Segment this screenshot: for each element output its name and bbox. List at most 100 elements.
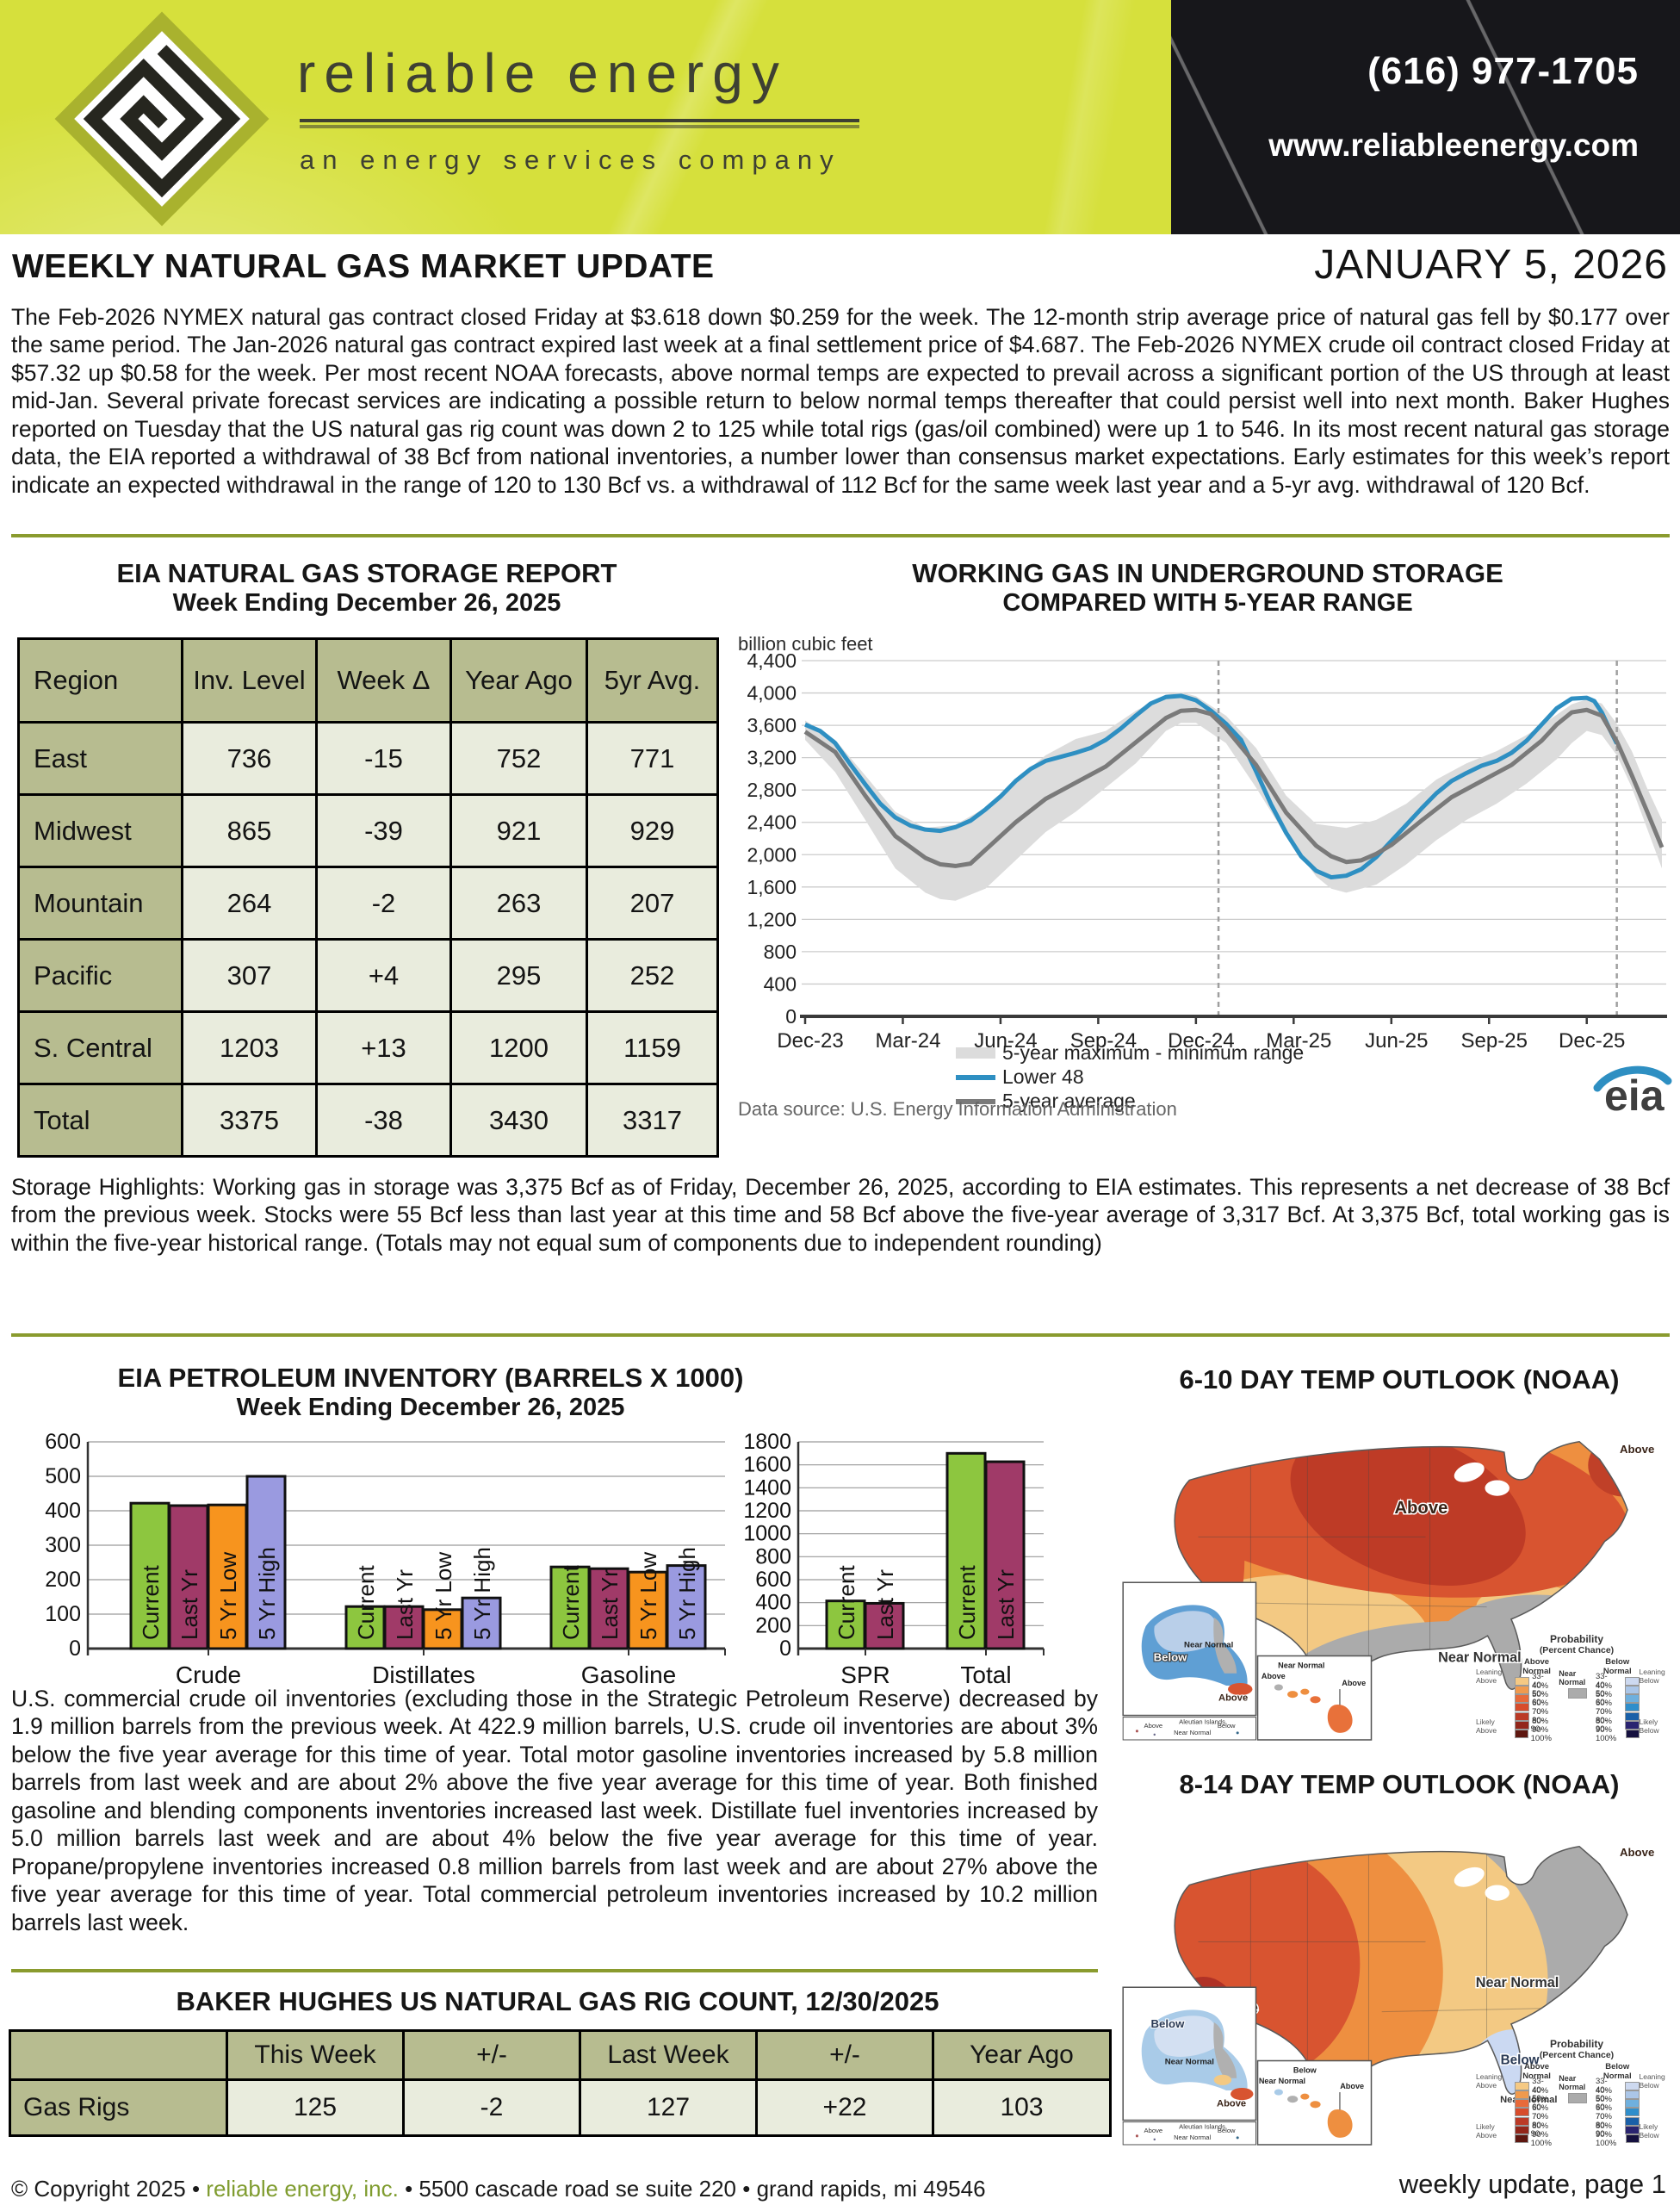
legend-swatch-row: 60-70% [1514,1698,1559,1717]
storage-table-row: Midwest 865 -39 921 929 [17,793,719,868]
storage-table-row: S. Central 1203 +13 1200 1159 [17,1010,719,1085]
rig-value-cell: -2 [402,2078,581,2137]
svg-text:4,400: 4,400 [747,649,797,672]
bar-series-label: Current [138,1565,164,1640]
storage-value-cell: 752 [449,721,588,796]
svg-text:1000: 1000 [743,1522,791,1546]
storage-value-cell: 3430 [449,1083,588,1158]
map-label-above: Above [1394,1499,1448,1518]
legend-swatch-row: 70-80% [1514,1707,1559,1726]
bar-group-label: Gasoline [581,1662,677,1688]
legend-likely-below: Likely Below [1639,1717,1659,1735]
legend-swatch [1624,2108,1640,2117]
storage-value-cell: 3375 [181,1083,318,1158]
rig-table-header-row: This Week +/- Last Week +/- Year Ago [9,2029,1112,2081]
rig-column-header: This Week [226,2029,405,2081]
map-probability-legend: Probability (Percent Chance) Leaning Above… [1476,2037,1677,2148]
legend-subtitle: (Percent Chance) [1539,1644,1615,1655]
aleutian-label-near: Near Normal [1174,2134,1211,2141]
svg-text:1,200: 1,200 [747,908,797,930]
page-title: WEEKLY NATURAL GAS MARKET UPDATE [12,248,715,285]
svg-text:800: 800 [764,941,797,963]
rig-value-cell: 103 [932,2078,1112,2137]
rig-column-header: Last Week [579,2029,758,2081]
footer-address: 5500 cascade road se suite 220 [418,2176,737,2202]
bar-series-label: Last Yr [597,1569,623,1640]
legend-swatch [1514,2099,1530,2109]
storage-value-cell: +13 [315,1010,452,1085]
svg-text:Dec-23: Dec-23 [777,1029,843,1053]
svg-text:0: 0 [779,1637,791,1661]
rig-column-header [9,2029,228,2081]
legend-swatch [1624,1711,1640,1721]
storage-value-cell: 921 [449,793,588,868]
legend-swatch [1624,1685,1640,1694]
legend-swatch-row: 40-50% [1514,1680,1559,1699]
bar-crude-5-yr-low [207,1503,248,1650]
hawaii-label-above: Above [1262,1672,1286,1680]
legend-swatch-row: 50-60% [1596,2094,1640,2113]
legend-leaning-below: Leaning Below [1639,1667,1665,1685]
svg-text:2,000: 2,000 [747,843,797,866]
storage-column-header: Year Ago [449,637,588,724]
bar-group-label: Total [960,1662,1011,1688]
map-8-14-title: 8-14 DAY TEMP OUTLOOK (NOAA) [1179,1769,1620,1799]
legend-near-normal: Near Normal [1559,1657,1596,1699]
alaska-label-near: Near Normal [1165,2058,1214,2067]
website-link[interactable]: www.reliableenergy.com [1268,127,1639,163]
storage-table-row: Pacific 307 +4 295 252 [17,938,719,1013]
rig-value-cell: 125 [226,2078,405,2137]
svg-text:1600: 1600 [743,1453,791,1477]
legend-swatch-row: 80-90% [1514,1716,1559,1735]
aleutian-label-below: Below [1218,2127,1236,2134]
legend-title: Probability [1549,2037,1603,2050]
svg-text:Lower 48: Lower 48 [1002,1065,1084,1088]
legend-likely-above: Likely Above [1476,1717,1497,1735]
aleutian-label-above: Above [1144,2127,1163,2134]
storage-value-cell: 1200 [449,1010,588,1085]
legend-subtitle: (Percent Chance) [1539,2049,1615,2060]
storage-highlights-paragraph: Storage Highlights: Working gas in stora… [11,1174,1670,1256]
map-8-14-day: Above Near Normal Below Near Normal Abov… [1119,1802,1679,2148]
storage-value-cell: 307 [181,938,318,1013]
svg-text:200: 200 [755,1613,791,1637]
storage-table-row: Total 3375 -38 3430 3317 [17,1083,719,1158]
svg-text:5-year average: 5-year average [1002,1090,1136,1112]
bar-series-label: Last Yr [872,1569,898,1640]
bar-series-label: Last Yr [177,1569,202,1640]
svg-text:1200: 1200 [743,1499,791,1523]
map-label-below: Below [1501,2053,1540,2068]
legend-swatch [1624,1694,1640,1704]
footer-copyright: © Copyright 2025 [11,2176,186,2202]
storage-value-cell: -38 [315,1083,452,1158]
svg-text:2,400: 2,400 [747,811,797,834]
bar-total-last-yr [984,1460,1026,1650]
footer-city: grand rapids, mi 49546 [756,2176,986,2202]
five-year-range-band [805,692,1662,901]
legend-swatch [1514,2090,1530,2099]
bar-series-label: Current [353,1565,379,1640]
legend-swatch [1624,2090,1640,2099]
bar-series-label: 5 Yr High [254,1547,280,1640]
svg-text:Jun-25: Jun-25 [1365,1029,1428,1053]
legend-below-header: Below Normal [1603,2061,1632,2081]
legend-swatch-row: 80-90% [1596,2121,1640,2140]
bar-series-label: 5 Yr Low [635,1552,661,1640]
legend-swatch-row: 40-50% [1596,1680,1640,1699]
brand-rule [300,119,859,122]
storage-value-cell: 1159 [586,1010,719,1085]
svg-text:1,600: 1,600 [747,876,797,898]
storage-value-cell: -15 [315,721,452,796]
bar-group-label: Crude [176,1662,241,1688]
eia-logo: eia [1593,1065,1672,1120]
legend-swatch-row: 80-90% [1514,2121,1559,2140]
petroleum-bar-chart: 0100200300400500600020040060080010001200… [45,1432,1045,1688]
storage-column-header: Week Δ [315,637,452,724]
bar-spr-last-yr [864,1601,905,1650]
alaska-label-above: Above [1217,2098,1246,2109]
legend-above-header: Above Normal [1522,2061,1551,2081]
svg-text:200: 200 [45,1568,81,1592]
storage-value-cell: -2 [315,866,452,941]
svg-text:400: 400 [755,1591,791,1615]
map-label-above: Above [1620,1443,1654,1456]
